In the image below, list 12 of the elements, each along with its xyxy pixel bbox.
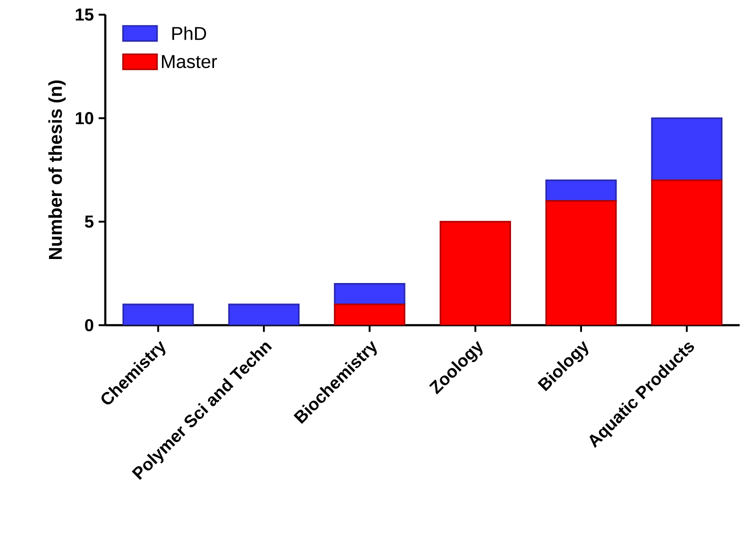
bar [651,179,722,326]
y-axis-title: Number of thesis (n) [48,80,66,259]
bar [545,200,617,326]
y-tick-label: 5 [84,216,94,228]
bar [122,304,194,326]
bar [651,117,722,182]
bar [440,220,512,326]
y-tick-label: 0 [85,319,94,332]
legend-label: Master [162,55,217,68]
y-tick-label: 10 [76,112,94,124]
y-tick-label: 15 [76,8,94,21]
legend-label: PhD [172,26,206,40]
